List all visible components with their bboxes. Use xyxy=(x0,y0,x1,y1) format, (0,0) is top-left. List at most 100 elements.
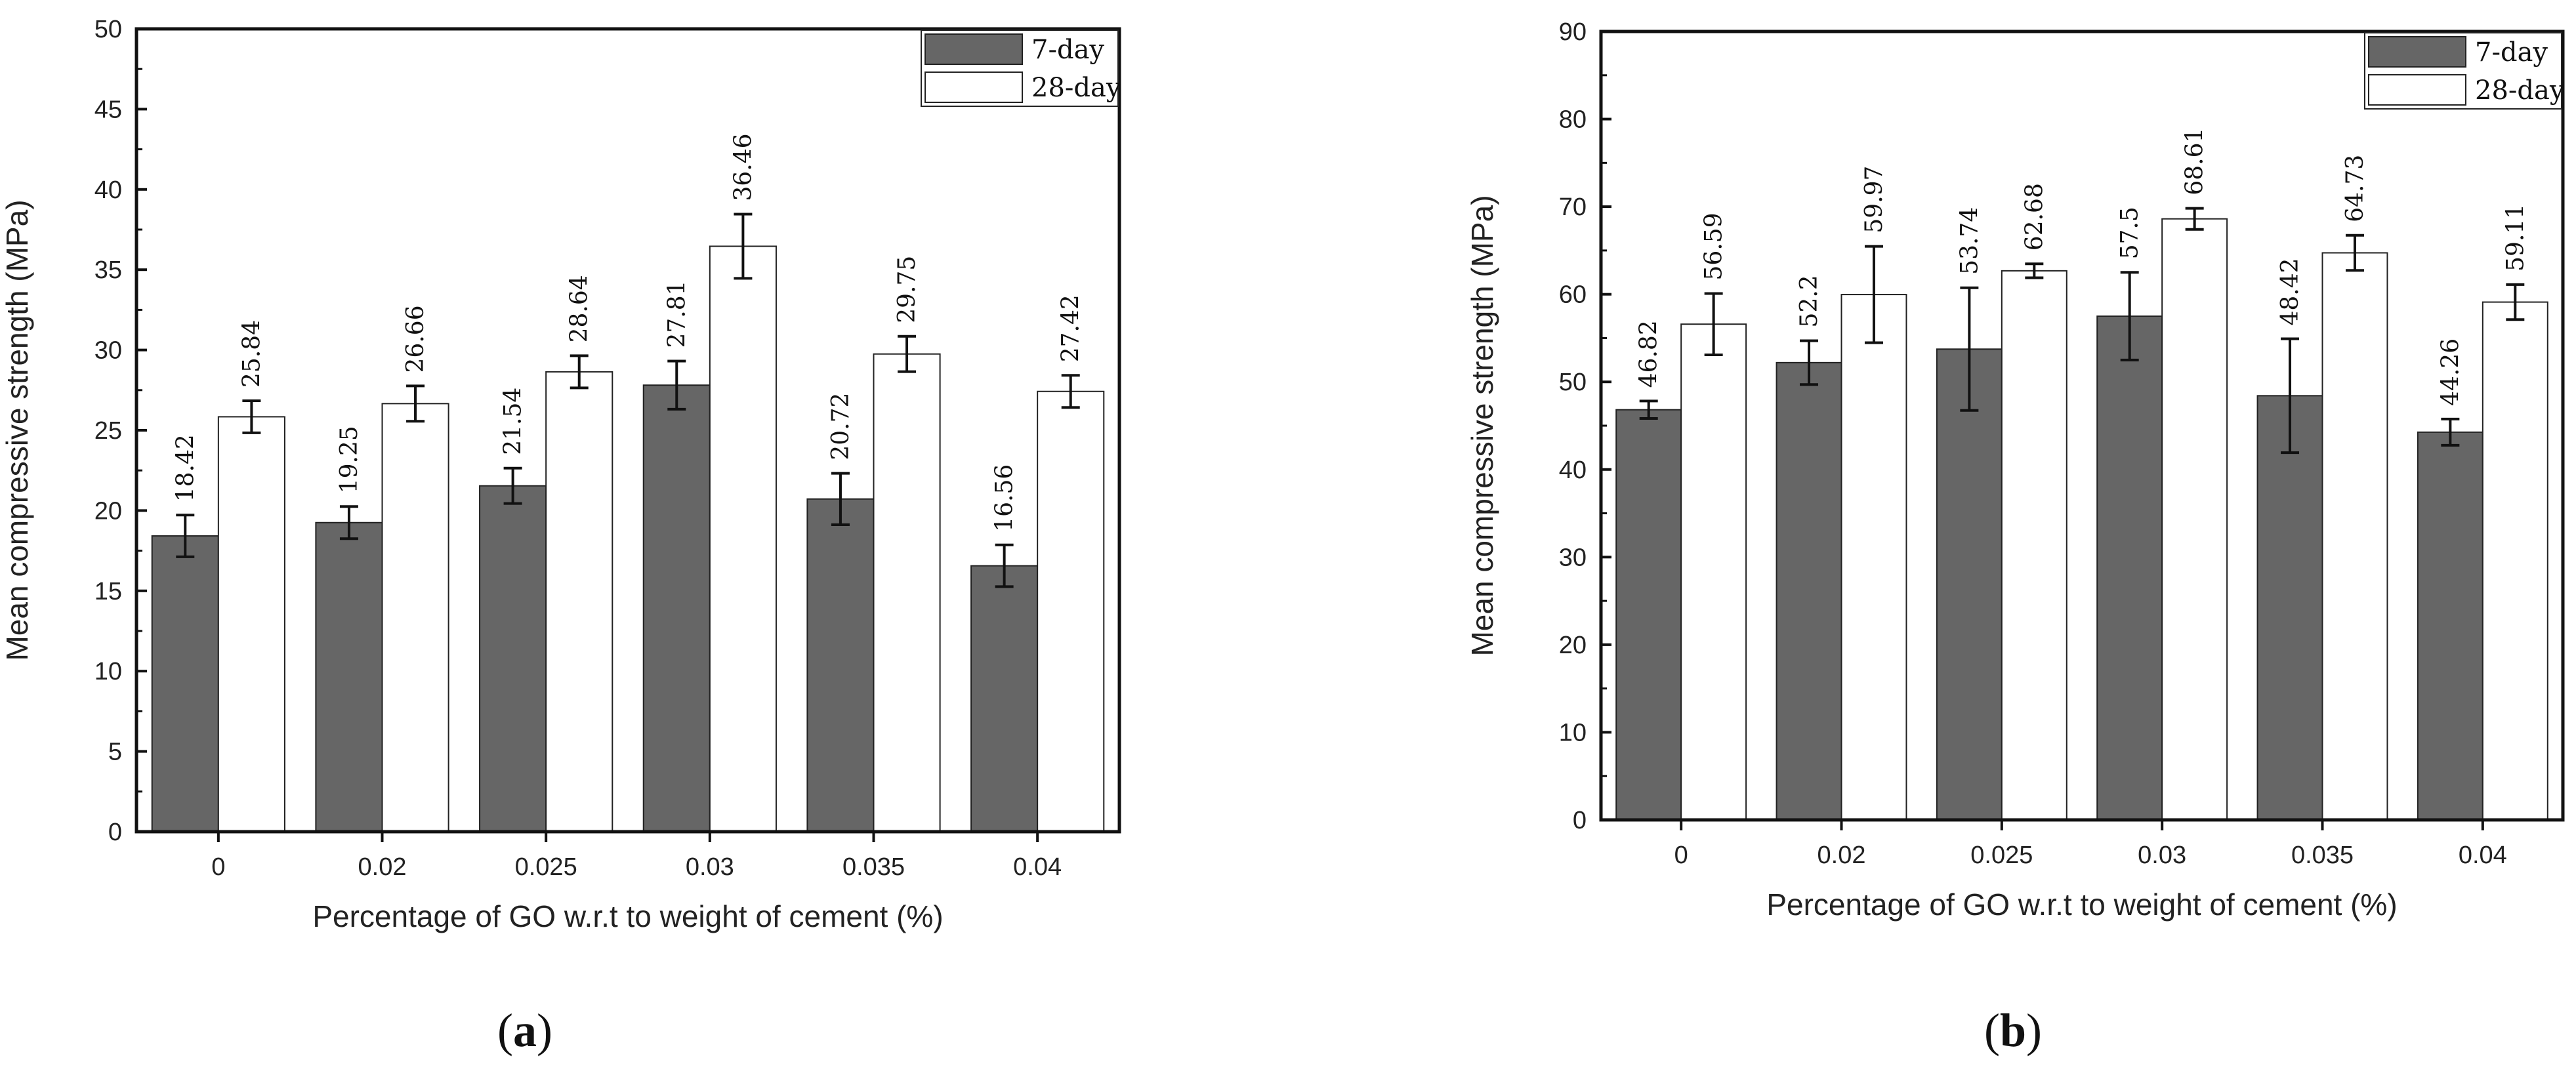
y-tick-label: 80 xyxy=(1559,106,1587,134)
y-tick-label: 60 xyxy=(1559,281,1587,309)
bar-7-day-0.03 xyxy=(642,384,711,832)
y-tick-label: 40 xyxy=(94,176,122,204)
data-label: 28.64 xyxy=(566,275,593,342)
bar-28-day-0.02 xyxy=(1840,294,1907,821)
data-label: 18.42 xyxy=(172,434,199,502)
data-label: 59.97 xyxy=(1861,166,1888,234)
y-tick-label: 5 xyxy=(108,739,122,766)
y-tick-label: 30 xyxy=(94,337,122,365)
y-tick-label: 70 xyxy=(1559,193,1587,221)
bar-28-day-0 xyxy=(1680,323,1747,821)
x-tick-label: 0 xyxy=(211,853,225,881)
data-label: 62.68 xyxy=(2021,183,2048,251)
y-tick-label: 20 xyxy=(94,497,122,525)
data-label: 36.46 xyxy=(730,133,757,201)
bar-28-day-0.035 xyxy=(873,353,941,832)
bar-7-day-0.02 xyxy=(1776,361,1842,821)
legend-label-28-day: 28-day xyxy=(2475,75,2565,106)
x-tick-label: 0.025 xyxy=(515,853,577,881)
legend-swatch-7-day xyxy=(2368,36,2466,68)
bar-28-day-0.025 xyxy=(545,371,613,832)
data-label: 25.84 xyxy=(238,320,265,388)
data-label: 52.2 xyxy=(1796,275,1823,327)
data-label: 29.75 xyxy=(894,256,921,323)
legend-swatch-28-day xyxy=(924,71,1023,103)
data-label: 68.61 xyxy=(2182,128,2209,195)
x-tick-label: 0.03 xyxy=(686,853,734,881)
data-label: 57.5 xyxy=(2117,207,2144,259)
data-label: 21.54 xyxy=(500,388,527,455)
bar-7-day-0.03 xyxy=(2096,315,2163,821)
x-tick-label: 0.02 xyxy=(1818,842,1866,869)
x-axis-title-a: Percentage of GO w.r.t to weight of ceme… xyxy=(312,899,943,933)
x-tick-label: 0.03 xyxy=(2138,842,2186,869)
data-label: 59.11 xyxy=(2502,204,2529,272)
data-label: 56.59 xyxy=(1701,213,1728,280)
data-label: 46.82 xyxy=(1636,320,1663,388)
bar-28-day-0.04 xyxy=(2482,301,2548,821)
bar-7-day-0 xyxy=(151,535,219,833)
x-tick-label: 0.025 xyxy=(1970,842,2033,869)
x-tick-label: 0 xyxy=(1674,842,1688,869)
data-label: 19.25 xyxy=(336,426,363,493)
bar-28-day-0 xyxy=(217,416,285,832)
y-tick-label: 30 xyxy=(1559,544,1587,571)
bar-7-day-0.02 xyxy=(315,521,383,832)
data-label: 16.56 xyxy=(991,464,1018,532)
x-tick-label: 0.02 xyxy=(358,853,407,881)
bar-7-day-0.04 xyxy=(2417,431,2483,821)
y-tick-label: 35 xyxy=(94,256,122,284)
panel-label-a: (a) xyxy=(497,1004,552,1057)
y-tick-label: 50 xyxy=(94,16,122,43)
y-tick-label: 25 xyxy=(94,417,122,445)
chart-panel-b: 0 10 20 30 40 50 60 70 80 90 46.82 56.59 0 52.2 59.97 0… xyxy=(1465,18,2565,1057)
y-axis-title-a: Mean compressive strength (MPa) xyxy=(0,199,34,660)
x-tick-label: 0.035 xyxy=(2291,842,2354,869)
data-label: 26.66 xyxy=(402,305,429,373)
data-label: 64.73 xyxy=(2342,155,2369,222)
data-label: 53.74 xyxy=(1956,207,1983,275)
y-tick-label: 0 xyxy=(108,819,122,846)
bar-7-day-0.025 xyxy=(479,485,547,832)
y-tick-label: 90 xyxy=(1559,18,1587,46)
chart-panel-a: 0 5 10 15 20 25 30 35 40 45 50 18.42 25.84 0 19.25 26.6… xyxy=(0,16,1121,1057)
y-tick-label: 45 xyxy=(94,96,122,123)
plot-frame xyxy=(1599,30,2565,822)
x-axis-title-b: Percentage of GO w.r.t to weight of ceme… xyxy=(1766,887,2397,922)
y-tick-label: 50 xyxy=(1559,369,1587,396)
bar-7-day-0.04 xyxy=(970,565,1039,832)
bar-28-day-0.025 xyxy=(2001,270,2067,821)
plot-frame xyxy=(135,27,1121,834)
bar-28-day-0.035 xyxy=(2321,252,2388,821)
y-axis-title-b: Mean compressive strength (MPa) xyxy=(1465,195,1499,656)
legend-label-28-day: 28-day xyxy=(1031,73,1121,103)
y-tick-label: 0 xyxy=(1573,807,1587,834)
x-tick-label: 0.035 xyxy=(842,853,905,881)
data-label: 20.72 xyxy=(827,393,854,460)
legend-swatch-28-day xyxy=(2368,74,2466,106)
bar-7-day-0 xyxy=(1615,409,1682,821)
y-tick-label: 20 xyxy=(1559,632,1587,659)
bar-28-day-0.03 xyxy=(709,245,777,832)
bar-7-day-0.025 xyxy=(1936,348,2003,821)
data-label: 27.42 xyxy=(1058,295,1085,362)
x-tick-label: 0.04 xyxy=(2459,842,2507,869)
panel-label-b: (b) xyxy=(1984,1004,2042,1057)
bar-7-day-0.035 xyxy=(806,498,875,832)
data-label: 44.26 xyxy=(2437,338,2464,406)
legend-label-7-day: 7-day xyxy=(1031,35,1104,65)
bar-7-day-0.035 xyxy=(2256,395,2323,821)
bar-28-day-0.02 xyxy=(381,403,449,832)
data-label: 27.81 xyxy=(663,280,690,348)
y-tick-label: 10 xyxy=(94,658,122,685)
bar-28-day-0.03 xyxy=(2161,218,2228,821)
y-tick-label: 10 xyxy=(1559,719,1587,746)
legend-swatch-7-day xyxy=(924,33,1023,65)
y-tick-label: 15 xyxy=(94,578,122,605)
x-tick-label: 0.04 xyxy=(1013,853,1062,881)
data-label: 48.42 xyxy=(2277,258,2304,325)
bar-28-day-0.04 xyxy=(1037,390,1105,832)
y-tick-label: 40 xyxy=(1559,457,1587,484)
legend-label-7-day: 7-day xyxy=(2475,37,2548,68)
